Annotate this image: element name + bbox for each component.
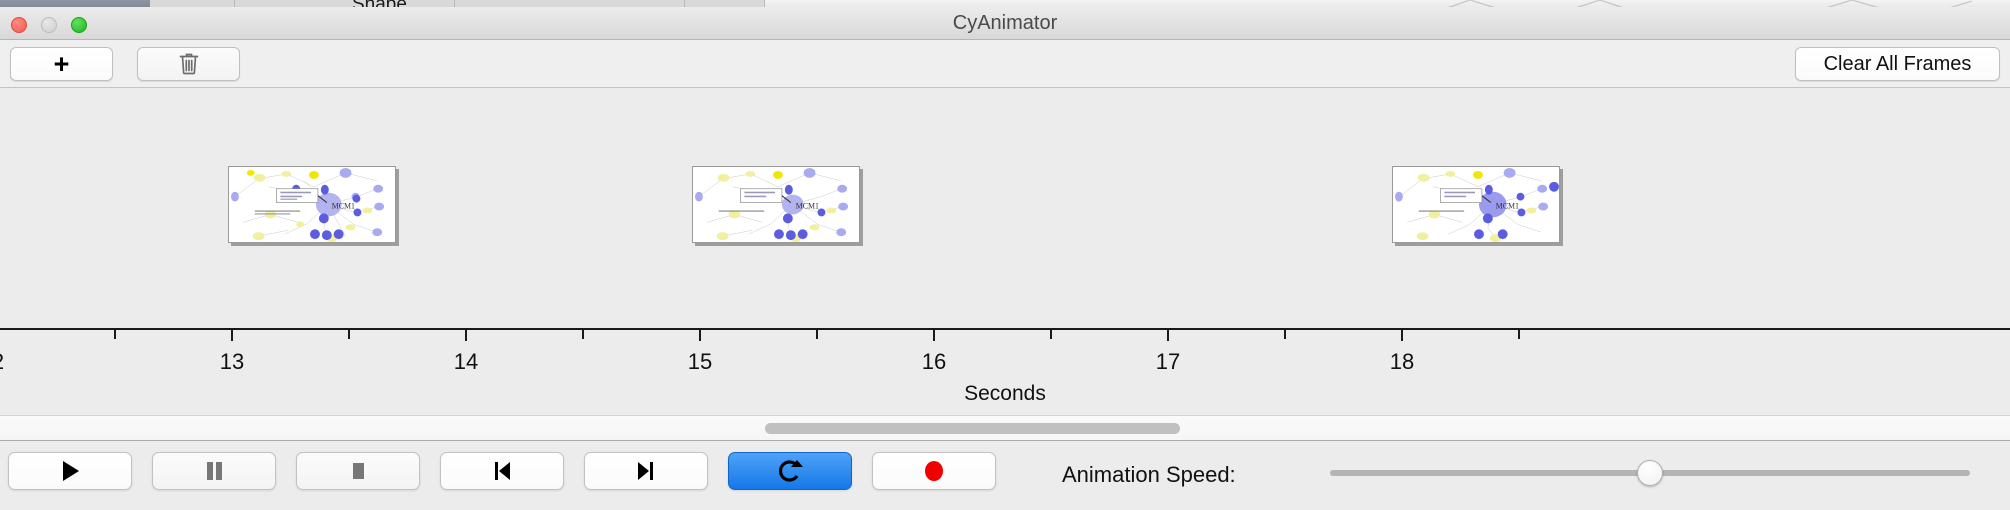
window-controls <box>11 17 87 33</box>
axis-tick <box>1167 328 1169 341</box>
play-icon <box>63 461 79 481</box>
axis-tick <box>465 328 467 341</box>
axis-tick-minor <box>1518 328 1520 339</box>
playback-control-bar: Animation Speed: <box>0 442 2010 510</box>
skip-forward-button[interactable] <box>584 452 708 490</box>
timeline-panel[interactable]: MCM1 <box>0 88 2010 415</box>
axis-tick-minor <box>1284 328 1286 339</box>
node-label: MCM1 <box>796 201 819 210</box>
frame-thumbnail[interactable]: MCM1 <box>1392 166 1560 243</box>
axis-tick-label: 14 <box>453 349 479 374</box>
skip-forward-icon <box>638 462 653 480</box>
play-button[interactable] <box>8 452 132 490</box>
axis-tick-minor <box>582 328 584 339</box>
axis-tick <box>699 328 701 341</box>
network-thumbnail-graphic: MCM1 <box>1394 167 1559 242</box>
trash-icon <box>178 52 200 76</box>
axis-tick-minor <box>348 328 350 339</box>
axis-tick-label: 13 <box>219 349 245 374</box>
delete-frame-button[interactable] <box>137 47 240 81</box>
axis-tick-label: 17 <box>1155 349 1181 374</box>
record-icon <box>925 461 943 481</box>
timeline-scrollbar-thumb[interactable] <box>765 423 1180 434</box>
node-label: MCM1 <box>1496 201 1519 210</box>
stop-button[interactable] <box>296 452 420 490</box>
axis-title: Seconds <box>964 382 1046 405</box>
pause-button[interactable] <box>152 452 276 490</box>
axis-tick-label: 2 <box>0 349 4 375</box>
pause-icon <box>207 462 222 480</box>
animation-speed-label: Animation Speed: <box>1062 462 1236 487</box>
timeline-scrollbar-track[interactable] <box>0 415 2010 441</box>
axis-tick-label: 15 <box>687 349 713 374</box>
frame-thumbnail[interactable]: MCM1 <box>228 166 396 243</box>
minimize-button[interactable] <box>41 17 57 33</box>
record-button[interactable] <box>872 452 996 490</box>
frame-thumbnail[interactable]: MCM1 <box>692 166 860 243</box>
close-button[interactable] <box>11 17 27 33</box>
toolbar: + Clear All Frames <box>0 40 2010 88</box>
plus-icon: + <box>53 48 70 79</box>
add-frame-button[interactable]: + <box>10 47 113 81</box>
maximize-button[interactable] <box>71 17 87 33</box>
axis-tick-label: 18 <box>1389 349 1415 374</box>
clear-all-frames-button[interactable]: Clear All Frames <box>1795 47 2000 81</box>
node-label: MCM1 <box>332 201 355 210</box>
stop-icon <box>353 463 364 479</box>
axis-tick-label: 16 <box>921 349 947 374</box>
titlebar: CyAnimator <box>0 7 2010 40</box>
axis-tick <box>933 328 935 341</box>
skip-back-button[interactable] <box>440 452 564 490</box>
network-thumbnail-graphic: MCM1 <box>230 167 385 242</box>
timeline-axis <box>0 328 2010 330</box>
loop-button[interactable] <box>728 452 852 490</box>
axis-tick <box>231 328 233 341</box>
skip-back-icon <box>495 462 510 480</box>
axis-tick-minor <box>114 328 116 339</box>
window-title: CyAnimator <box>952 12 1058 34</box>
animation-speed-slider-thumb[interactable] <box>1637 460 1663 486</box>
animation-speed-slider[interactable] <box>1330 460 1970 486</box>
network-thumbnail-graphic: MCM1 <box>694 167 849 242</box>
axis-tick <box>1401 328 1403 341</box>
axis-tick-minor <box>1050 328 1052 339</box>
axis-tick-minor <box>816 328 818 339</box>
loop-icon <box>778 460 803 482</box>
